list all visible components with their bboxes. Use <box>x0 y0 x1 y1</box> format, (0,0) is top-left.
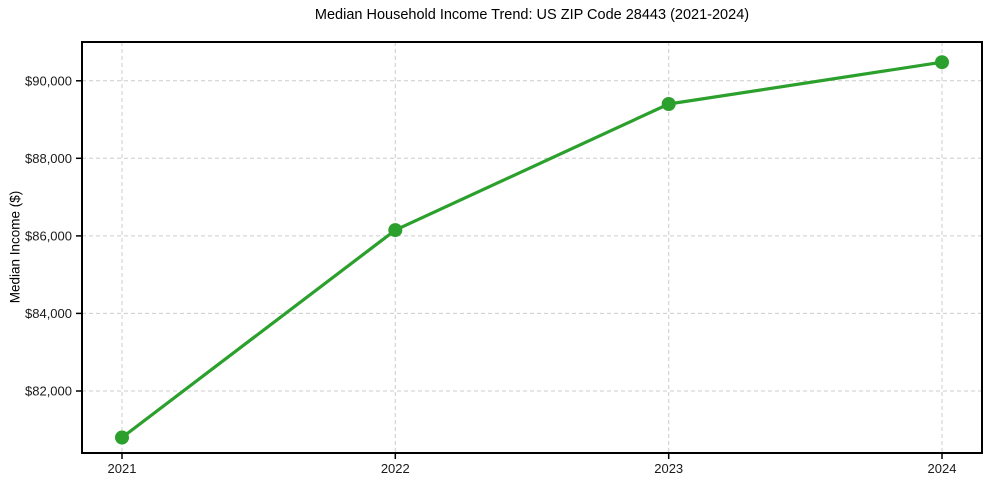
y-tick-label: $90,000 <box>25 73 72 88</box>
y-tick-label: $84,000 <box>25 306 72 321</box>
data-point-marker <box>661 97 676 111</box>
y-tick-label: $86,000 <box>25 228 72 243</box>
x-tick-label: 2022 <box>381 461 410 476</box>
y-axis-label: Median Income ($) <box>7 190 23 304</box>
x-tick-label: 2021 <box>108 461 137 476</box>
data-point-marker <box>115 430 129 445</box>
data-point-marker <box>388 223 403 238</box>
chart-title: Median Household Income Trend: US ZIP Co… <box>314 7 750 23</box>
income-trend-line <box>120 60 944 440</box>
line-chart-svg: $82,000 $84,000 $86,000 $88,000 $90,000 2021 2… <box>25 41 983 476</box>
y-tick-label: $88,000 <box>25 151 72 166</box>
x-tick-label: 2024 <box>928 461 957 476</box>
plot-area: $82,000 $84,000 $86,000 $88,000 $90,000 2021 2… <box>25 41 983 476</box>
y-tick-label: $82,000 <box>25 384 72 399</box>
plot-border <box>81 41 983 454</box>
data-point-marker <box>935 55 949 70</box>
x-tick-label: 2023 <box>654 461 683 476</box>
